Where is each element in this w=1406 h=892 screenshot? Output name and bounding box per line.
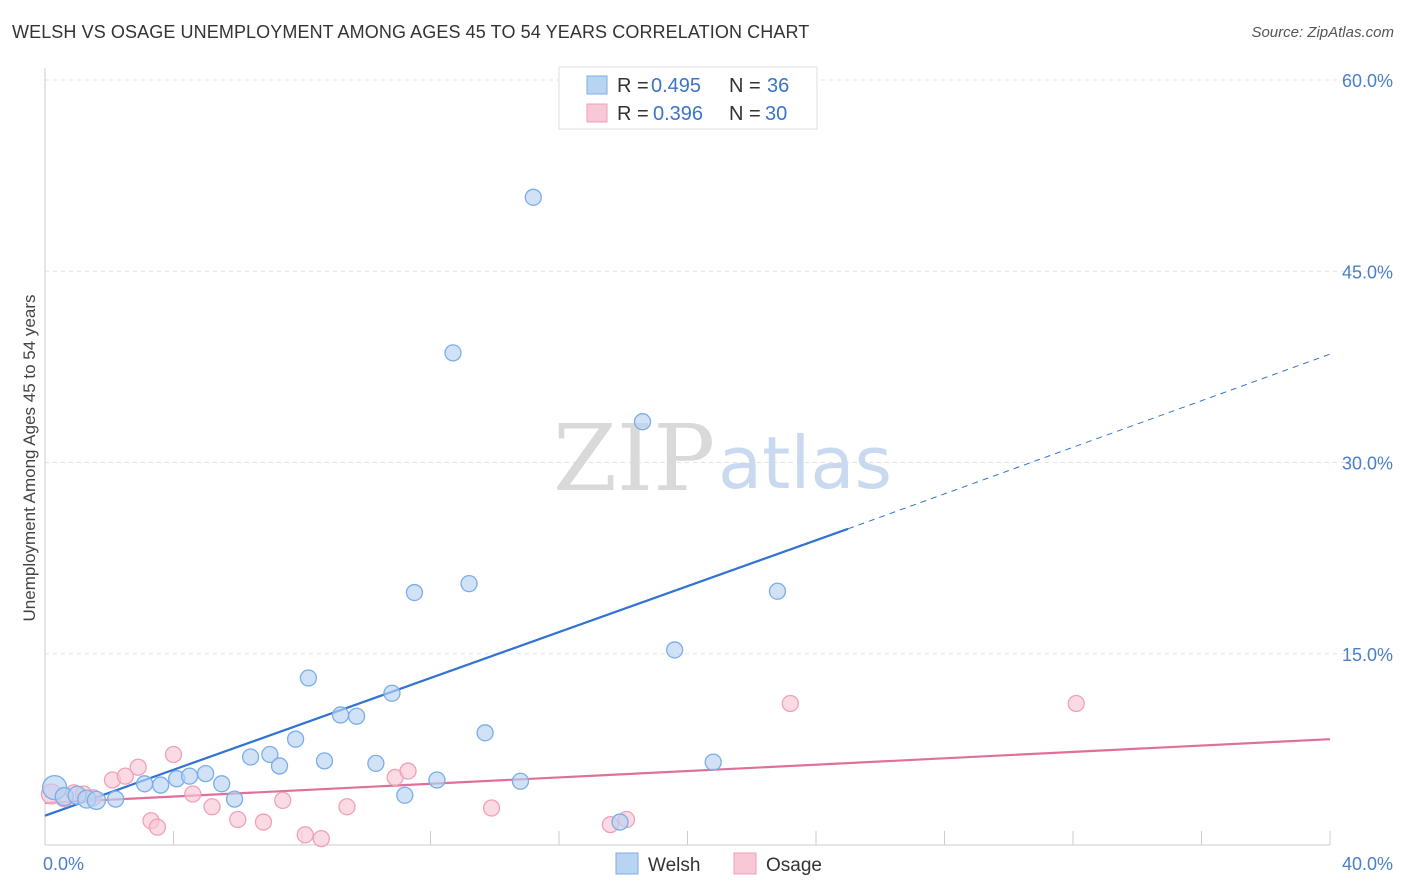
x-tick-label-0: 0.0% — [43, 854, 84, 874]
point-osage-20 — [399, 762, 417, 780]
bottom-legend-label-osage: Osage — [766, 855, 822, 876]
point-osage-11 — [184, 785, 202, 803]
bottom-legend-label-welsh: Welsh — [648, 855, 700, 876]
point-osage-16 — [296, 826, 314, 844]
y-tick-label-2: 45.0% — [1342, 262, 1393, 282]
y-tick-label-0: 15.0% — [1342, 645, 1393, 665]
legend-r-label-osage: R = — [617, 103, 649, 125]
point-welsh-27 — [460, 574, 478, 593]
point-osage-14 — [254, 813, 273, 831]
point-welsh-17 — [299, 669, 318, 687]
legend-bottom: Welsh Osage — [615, 852, 822, 876]
point-osage-13 — [229, 810, 247, 829]
axes — [44, 68, 1331, 846]
grid-lines — [45, 79, 1390, 655]
trendline-welsh — [44, 527, 849, 817]
point-osage-7 — [129, 758, 147, 776]
trend-lines — [44, 353, 1331, 817]
point-welsh-11 — [213, 775, 231, 793]
legend-top: R = 0.495 N = 36 R = 0.396 N = 30 — [558, 66, 818, 130]
point-welsh-7 — [151, 776, 170, 794]
point-welsh-29 — [511, 772, 530, 790]
tick-labels: 15.0% 30.0% 45.0% 60.0% 0.0% 40.0% — [43, 71, 1393, 874]
point-welsh-24 — [405, 583, 424, 602]
point-osage-21 — [482, 799, 501, 817]
y-tick-label-1: 30.0% — [1342, 454, 1393, 474]
legend-n-label-welsh: N = — [729, 75, 761, 97]
data-points — [40, 188, 1085, 848]
point-osage-9 — [148, 818, 167, 836]
point-welsh-35 — [768, 582, 787, 600]
point-osage-6 — [116, 767, 134, 785]
legend-n-value-osage: 30 — [765, 103, 787, 125]
legend-r-value-welsh: 0.495 — [651, 75, 701, 97]
point-welsh-9 — [180, 767, 199, 785]
point-welsh-12 — [225, 790, 244, 808]
point-welsh-34 — [704, 753, 722, 771]
point-welsh-15 — [270, 757, 289, 775]
point-welsh-26 — [444, 344, 462, 362]
point-welsh-31 — [611, 813, 629, 831]
point-welsh-25 — [428, 771, 446, 789]
point-osage-15 — [274, 791, 292, 810]
legend-n-label-osage: N = — [729, 103, 761, 125]
point-welsh-4 — [86, 790, 107, 811]
point-welsh-32 — [633, 413, 652, 431]
trendline-welsh-extension — [847, 353, 1331, 530]
point-welsh-6 — [135, 775, 154, 793]
legend-n-value-welsh: 36 — [767, 75, 789, 97]
point-welsh-5 — [107, 790, 125, 808]
point-osage-12 — [203, 798, 221, 816]
y-tick-label-3: 60.0% — [1342, 71, 1393, 91]
point-welsh-28 — [476, 724, 494, 742]
point-welsh-23 — [396, 786, 414, 804]
source-label: Source: ZipAtlas.com — [1251, 24, 1394, 41]
legend-r-label-welsh: R = — [617, 75, 649, 97]
bottom-legend-swatch-welsh — [615, 852, 639, 875]
point-osage-25 — [1067, 694, 1085, 713]
point-welsh-20 — [347, 707, 366, 725]
point-welsh-19 — [331, 706, 350, 724]
bottom-legend-swatch-osage — [733, 852, 757, 875]
point-welsh-30 — [524, 188, 542, 206]
legend-swatch-osage — [586, 103, 608, 123]
point-welsh-18 — [315, 752, 334, 770]
point-welsh-13 — [241, 748, 260, 766]
x-tick-label-1: 40.0% — [1342, 854, 1393, 874]
point-welsh-21 — [367, 754, 385, 773]
chart-title: WELSH VS OSAGE UNEMPLOYMENT AMONG AGES 4… — [12, 22, 810, 42]
point-osage-17 — [312, 829, 330, 848]
trendline-osage — [44, 738, 1331, 805]
watermark-atlas: atlas — [718, 421, 892, 505]
point-osage-10 — [164, 745, 183, 764]
watermark: ZIP atlas — [553, 405, 892, 512]
point-welsh-10 — [196, 764, 215, 783]
legend-r-value-osage: 0.396 — [653, 103, 703, 125]
point-welsh-33 — [666, 641, 684, 659]
point-welsh-14 — [261, 745, 279, 764]
point-osage-18 — [338, 798, 356, 816]
y-axis-label: Unemployment Among Ages 45 to 54 years — [20, 295, 39, 622]
point-osage-24 — [781, 694, 799, 713]
point-welsh-16 — [286, 730, 305, 748]
point-welsh-22 — [383, 684, 401, 702]
legend-swatch-welsh — [586, 75, 608, 95]
